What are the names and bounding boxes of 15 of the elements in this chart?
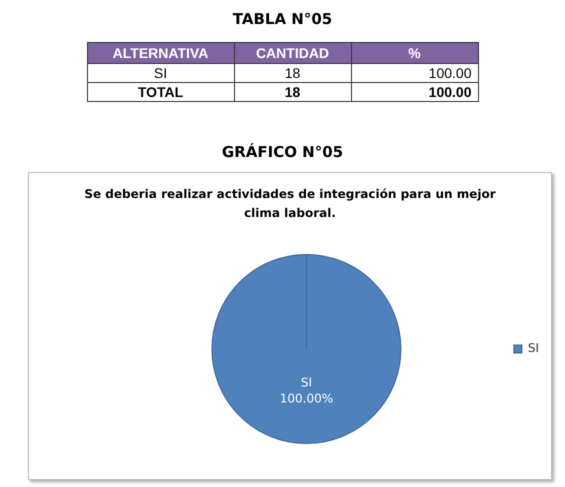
chart-title: GRÁFICO N°05 bbox=[220, 143, 344, 161]
legend-label: SI bbox=[528, 341, 539, 356]
text: 100.00 bbox=[351, 64, 478, 82]
text: ALTERNATIVA bbox=[87, 42, 234, 64]
data-label: 100.00% bbox=[280, 392, 334, 406]
text: TOTAL bbox=[87, 82, 234, 102]
text: SI bbox=[87, 64, 234, 82]
text: 18 bbox=[234, 82, 351, 102]
slice-label: SI bbox=[300, 376, 312, 390]
chart-subtitle: Se deberia realizar actividades de integración para un mejor clima laboral. bbox=[83, 186, 497, 222]
text: 100.00 bbox=[351, 82, 478, 102]
text: CANTIDAD bbox=[234, 42, 351, 64]
text: % bbox=[351, 42, 478, 64]
text: 18 bbox=[234, 64, 351, 82]
text: TABLA N°05 bbox=[232, 10, 334, 28]
